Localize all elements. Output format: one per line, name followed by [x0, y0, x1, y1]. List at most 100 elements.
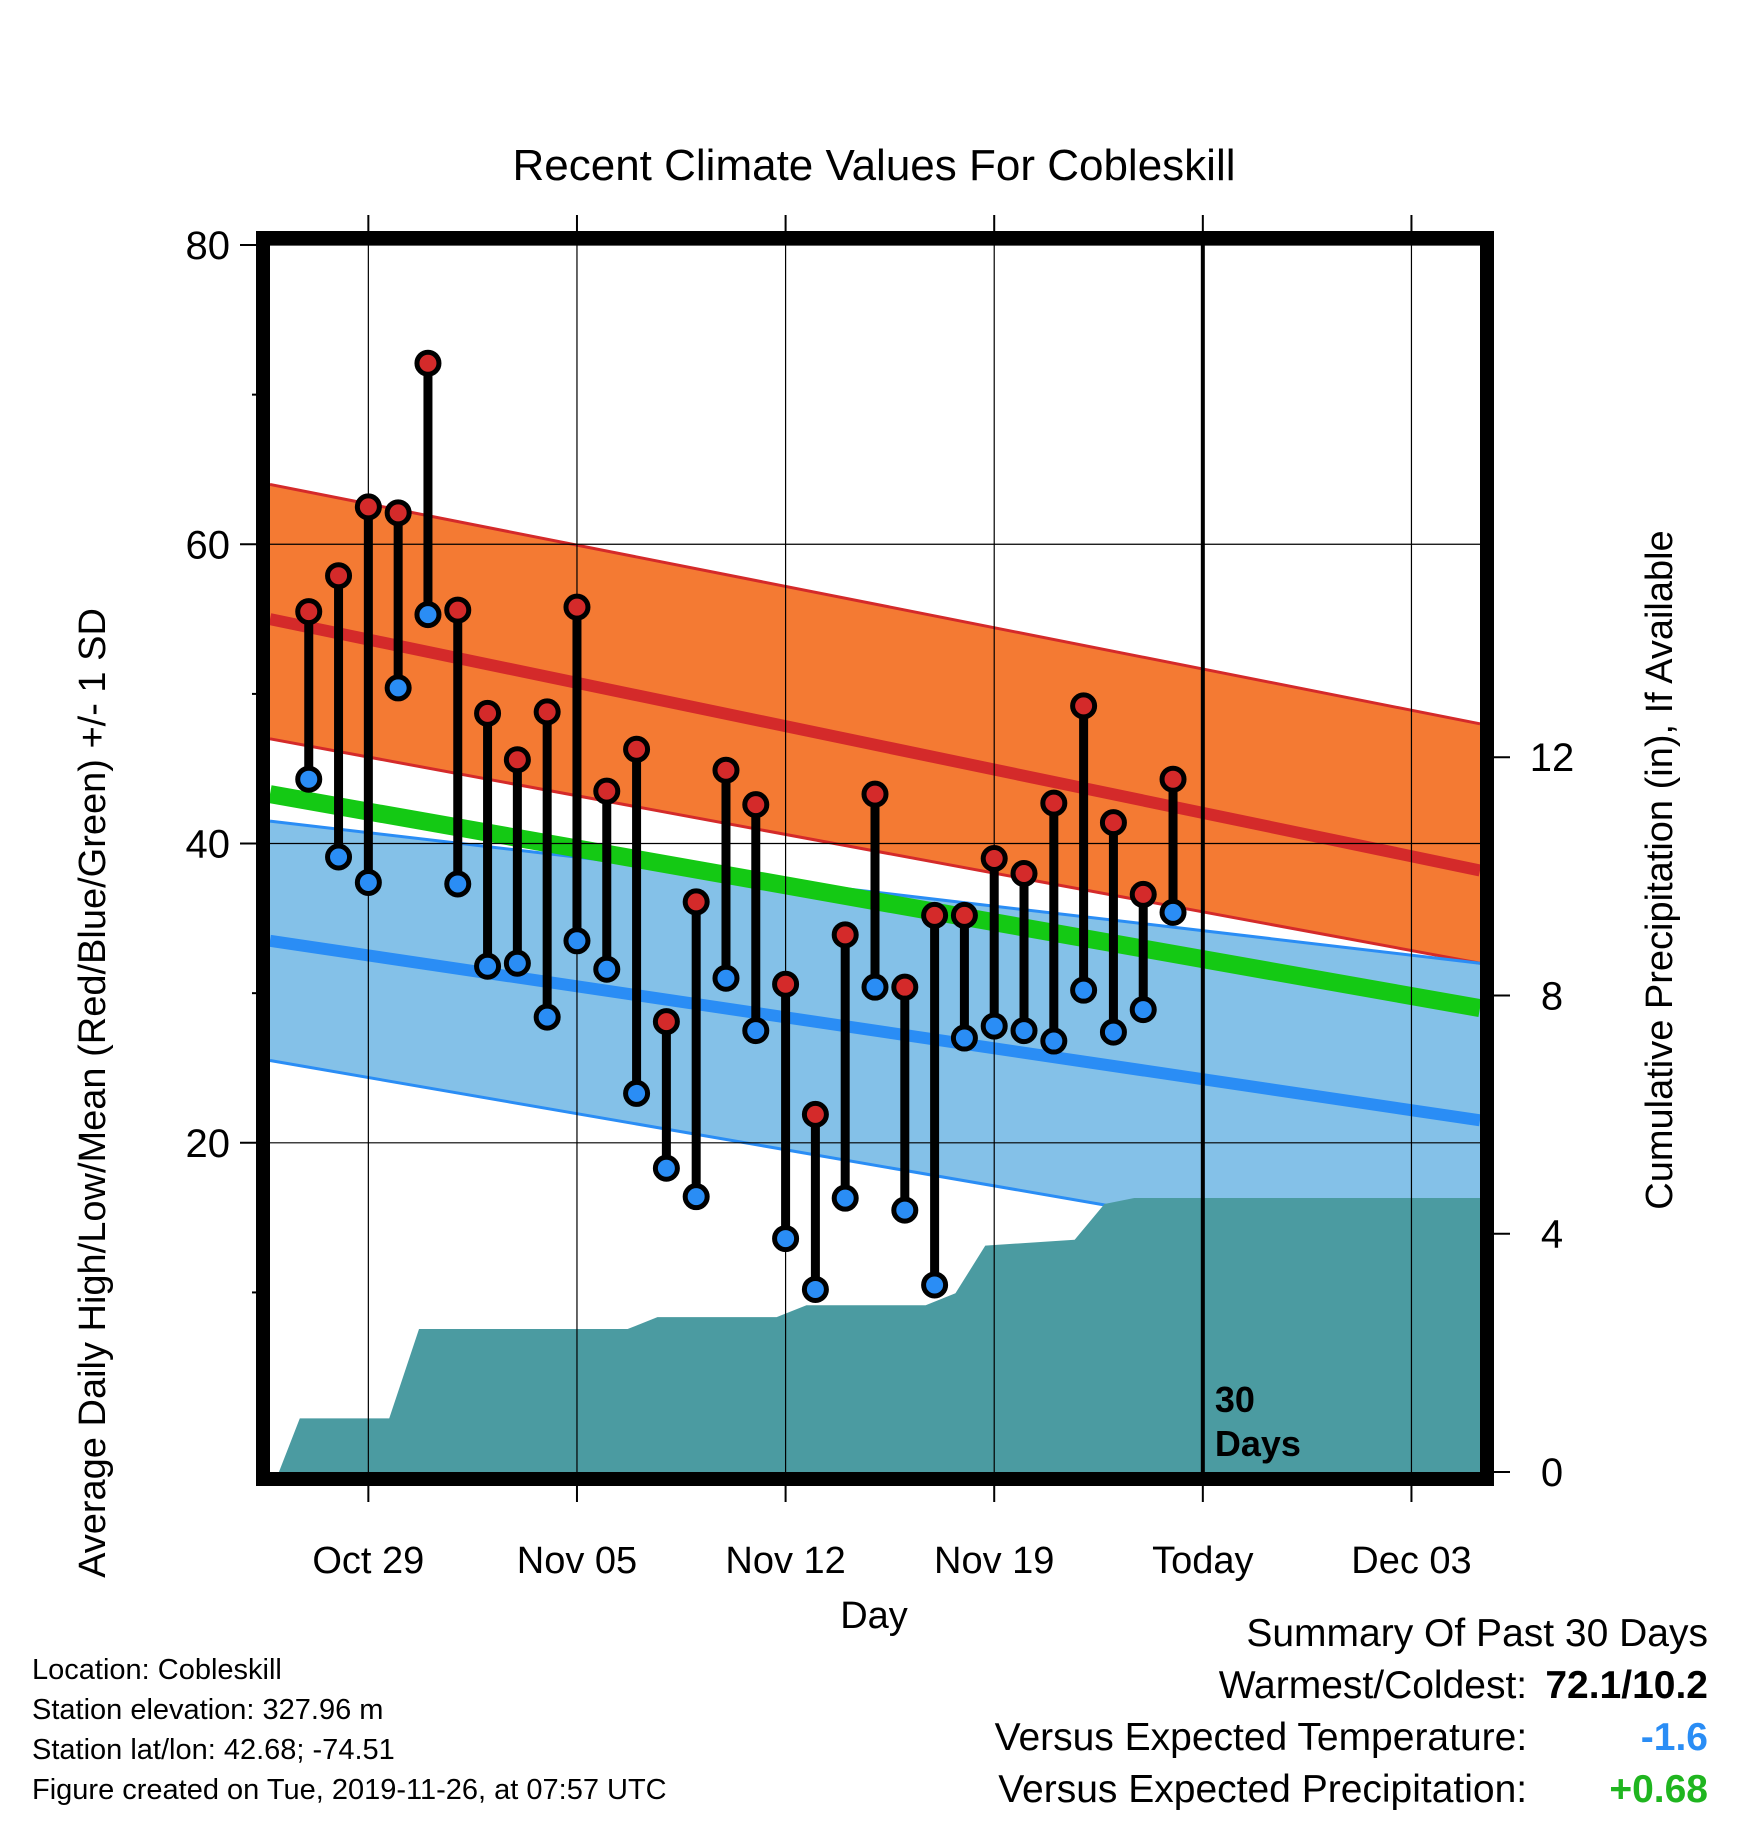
obs-low-27	[1070, 976, 1098, 1004]
obs-high-27	[1070, 692, 1098, 720]
obs-low-19	[831, 1184, 859, 1212]
today-label-1: Days	[1215, 1423, 1301, 1464]
obs-low-30	[1159, 898, 1187, 926]
obs-high-1	[295, 598, 323, 626]
obs-high-14	[682, 888, 710, 916]
obs-high-2	[325, 562, 353, 590]
axis-ticks: 20 40 60 80 0 4 8 12 Oct 29 Nov 05 Nov 12 Nov 19 Tod…	[186, 215, 1575, 1582]
obs-low-5	[414, 601, 442, 629]
x-tick-label-0: Oct 29	[312, 1540, 424, 1582]
today-label-0: 30	[1215, 1379, 1255, 1420]
obs-low-17	[772, 1225, 800, 1253]
obs-high-22	[921, 901, 949, 929]
obs-low-22	[921, 1271, 949, 1299]
obs-low-10	[563, 927, 591, 955]
chart-text: Recent Climate Values For Cobleskill Day…	[72, 141, 1681, 1637]
obs-low-8	[503, 949, 531, 977]
obs-high-3	[354, 493, 382, 521]
obs-high-24	[980, 845, 1008, 872]
obs-high-21	[891, 973, 919, 1001]
temperature-departure-row: Versus Expected Temperature: -1.6	[995, 1712, 1708, 1764]
obs-low-6	[444, 870, 472, 898]
obs-high-25	[1010, 859, 1038, 887]
obs-low-21	[891, 1196, 919, 1224]
obs-low-3	[354, 868, 382, 896]
y-axis-label: Average Daily High/Low/Mean (Red/Blue/Gr…	[72, 608, 114, 1578]
precipitation-departure-value: +0.68	[1609, 1768, 1708, 1811]
obs-high-29	[1129, 880, 1157, 908]
y-tick-label-2: 60	[186, 523, 231, 567]
obs-high-6	[444, 596, 472, 624]
created-text: Figure created on Tue, 2019-11-26, at 07…	[32, 1774, 667, 1806]
obs-high-5	[414, 349, 442, 377]
x-tick-label-4: Today	[1152, 1540, 1253, 1582]
obs-low-23	[950, 1024, 978, 1052]
obs-low-11	[593, 955, 621, 983]
warmest-coldest-value: 72.1/10.2	[1545, 1664, 1708, 1707]
obs-high-7	[474, 699, 502, 727]
observed-temperatures	[295, 349, 1187, 1303]
obs-low-26	[1040, 1027, 1068, 1055]
obs-low-29	[1129, 996, 1157, 1024]
obs-low-2	[325, 843, 353, 871]
obs-high-26	[1040, 789, 1068, 817]
obs-high-15	[712, 756, 740, 784]
plot-border	[256, 231, 1494, 1486]
x-tick-label-1: Nov 05	[517, 1540, 637, 1582]
obs-low-7	[474, 952, 502, 980]
x-tick-label-2: Nov 12	[725, 1540, 845, 1582]
summary-title: Summary Of Past 30 Days	[1246, 1612, 1708, 1655]
y2-axis-label: Cumulative Precipitation (in), If Availa…	[1639, 530, 1681, 1209]
precipitation-departure-label: Versus Expected Precipitation:	[998, 1768, 1528, 1811]
y2-tick-label-3: 12	[1530, 736, 1575, 780]
warmest-coldest-label: Warmest/Coldest:	[1218, 1664, 1528, 1707]
high-plus-sd-line	[269, 482, 1481, 726]
obs-high-8	[503, 746, 531, 774]
obs-high-16	[742, 791, 770, 819]
obs-high-11	[593, 777, 621, 805]
obs-low-14	[682, 1183, 710, 1211]
summary-panel: Summary Of Past 30 Days Warmest/Coldest:…	[995, 1608, 1708, 1816]
obs-high-30	[1159, 765, 1187, 793]
station-info: Location: Cobleskill Station elevation: …	[32, 1650, 667, 1810]
obs-low-25	[1010, 1017, 1038, 1045]
chart-title: Recent Climate Values For Cobleskill	[512, 141, 1235, 190]
cumulative-precip-area	[278, 1198, 1480, 1472]
normal-low-line	[269, 934, 1481, 1127]
obs-high-9	[533, 698, 561, 726]
obs-low-9	[533, 1003, 561, 1031]
obs-high-4	[384, 499, 412, 527]
obs-low-15	[712, 964, 740, 992]
obs-low-28	[1099, 1018, 1127, 1046]
plot-frame	[256, 231, 1494, 1486]
obs-high-10	[563, 593, 591, 621]
x-tick-label-3: Nov 19	[934, 1540, 1054, 1582]
obs-low-4	[384, 674, 412, 702]
obs-high-23	[950, 901, 978, 929]
y2-tick-label-1: 4	[1541, 1213, 1563, 1257]
y-tick-label-1: 40	[186, 823, 231, 867]
obs-high-20	[861, 780, 889, 808]
obs-high-28	[1099, 809, 1127, 837]
precipitation-departure-row: Versus Expected Precipitation: +0.68	[995, 1764, 1708, 1816]
obs-high-12	[623, 735, 651, 763]
obs-low-24	[980, 1012, 1008, 1040]
y-tick-label-3: 80	[186, 224, 231, 268]
obs-low-16	[742, 1017, 770, 1045]
y-tick-label-0: 20	[186, 1122, 231, 1166]
x-tick-label-5: Dec 03	[1351, 1540, 1471, 1582]
obs-low-20	[861, 973, 889, 1001]
warmest-coldest-row: Warmest/Coldest: 72.1/10.2	[995, 1660, 1708, 1712]
normal-high-line	[268, 613, 1482, 877]
obs-low-12	[623, 1079, 651, 1107]
temperature-departure-value: -1.6	[1640, 1716, 1708, 1759]
latlon-text: Station lat/lon: 42.68; -74.51	[32, 1734, 395, 1766]
obs-low-1	[295, 765, 323, 793]
y2-tick-label-0: 0	[1541, 1451, 1563, 1495]
precipitation-area	[278, 1198, 1480, 1472]
temperature-departure-label: Versus Expected Temperature:	[994, 1716, 1528, 1759]
x-axis-label: Day	[840, 1595, 908, 1637]
obs-high-18	[801, 1100, 829, 1128]
